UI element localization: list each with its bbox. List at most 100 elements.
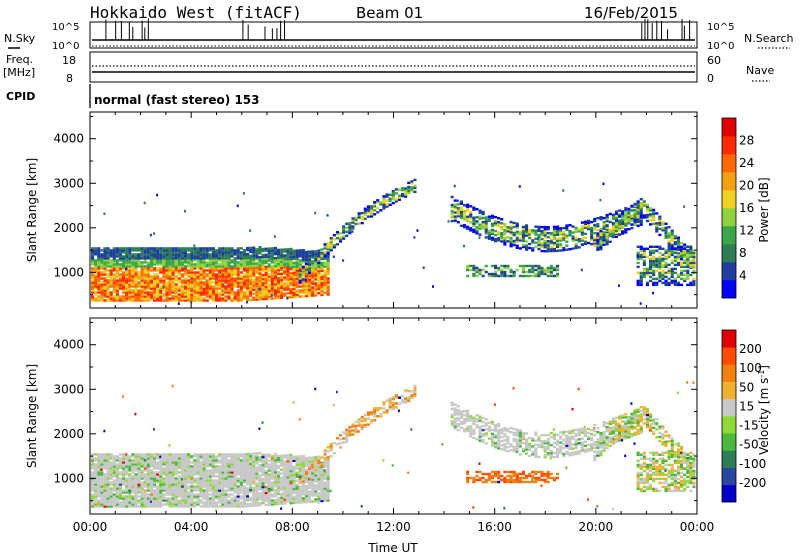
velocity-cell [177,453,181,456]
velocity-cell [292,473,296,477]
power-cell [512,233,516,237]
power-cell [676,281,680,285]
power-cell [187,295,191,298]
power-cell [174,253,178,256]
velocity-cell [193,467,197,470]
power-cell [525,248,529,251]
power-cell [667,253,671,257]
power-cell [100,293,104,296]
power-cell [246,299,250,302]
velocity-cell [140,483,144,486]
velocity-cell [165,475,169,478]
velocity-cell [230,471,234,474]
date-label: 16/Feb/2015 [584,4,678,22]
power-cell [196,249,200,252]
power-cell [112,289,116,292]
velocity-cell [280,476,284,479]
velocity-cell [255,478,259,481]
velocity-cell [249,502,253,506]
power-cell [645,216,648,219]
power-cell [165,291,169,294]
velocity-cell [205,477,209,480]
power-cell [218,281,222,284]
velocity-cell [112,485,116,488]
velocity-cell [280,480,284,483]
power-cell [484,270,488,274]
power-cell [264,285,268,289]
velocity-cell [125,465,129,468]
power-cell [236,263,240,266]
power-cell [202,251,206,254]
power-cell [611,226,615,229]
velocity-cell [295,495,299,498]
power-cell [360,211,364,215]
power-cell [153,257,157,260]
velocity-cell [165,473,169,476]
power-cell [97,259,101,262]
power-cell [131,255,135,258]
velocity-cell [218,473,222,476]
power-cell [354,216,358,220]
power-cell [187,273,191,276]
power-x-tickmarks [89,112,698,308]
velocity-cell [227,453,231,456]
power-cell [521,270,525,274]
power-cell [168,267,172,270]
velocity-cell [168,501,172,504]
power-cell [91,247,95,250]
power-cell [540,241,544,245]
velocity-cell [146,457,150,460]
power-cell [664,255,668,259]
velocity-cell [205,485,209,488]
power-cell [264,257,268,260]
power-cell [286,282,290,285]
power-cell [556,272,560,276]
power-cell [277,266,281,270]
power-cell [97,247,101,250]
velocity-cell [249,488,253,492]
velocity-cell [156,475,160,478]
velocity-cell [137,475,141,478]
power-cell [94,283,98,286]
velocity-cell [233,453,237,456]
velocity-cell [261,479,265,483]
power-cell [115,267,119,270]
velocity-cell [159,489,163,492]
power-cell [382,195,386,198]
velocity-cell [267,475,271,478]
velocity-cell [109,467,113,470]
velocity-cell [146,481,150,484]
power-cell [128,297,132,300]
velocity-cell [103,467,107,470]
power-cell [658,257,662,261]
power-cell [261,275,265,279]
power-cell [180,257,184,260]
power-cell [484,220,488,223]
velocity-cell [153,473,157,476]
velocity-cell [277,456,281,460]
power-cell [661,263,665,267]
power-cell [500,268,504,272]
power-cell [385,193,389,196]
power-cell [323,269,327,272]
power-cell [118,263,122,266]
velocity-cell [159,455,162,459]
velocity-cell [100,487,104,490]
velocity-cell [261,421,264,424]
velocity-cell [258,474,262,477]
power-cell [562,232,566,236]
power-cell [115,283,119,286]
velocity-cell [97,467,101,470]
velocity-cell [131,505,135,508]
power-cell [109,297,113,300]
power-cell [168,263,172,266]
power-cell [177,295,181,298]
velocity-cell [205,455,209,458]
velocity-cell [149,459,153,462]
velocity-cell [255,466,259,469]
velocity-cell [227,475,231,478]
velocity-cell [270,461,274,464]
velocity-cell [149,469,153,472]
power-cell [308,250,312,253]
velocity-cell [128,469,132,472]
